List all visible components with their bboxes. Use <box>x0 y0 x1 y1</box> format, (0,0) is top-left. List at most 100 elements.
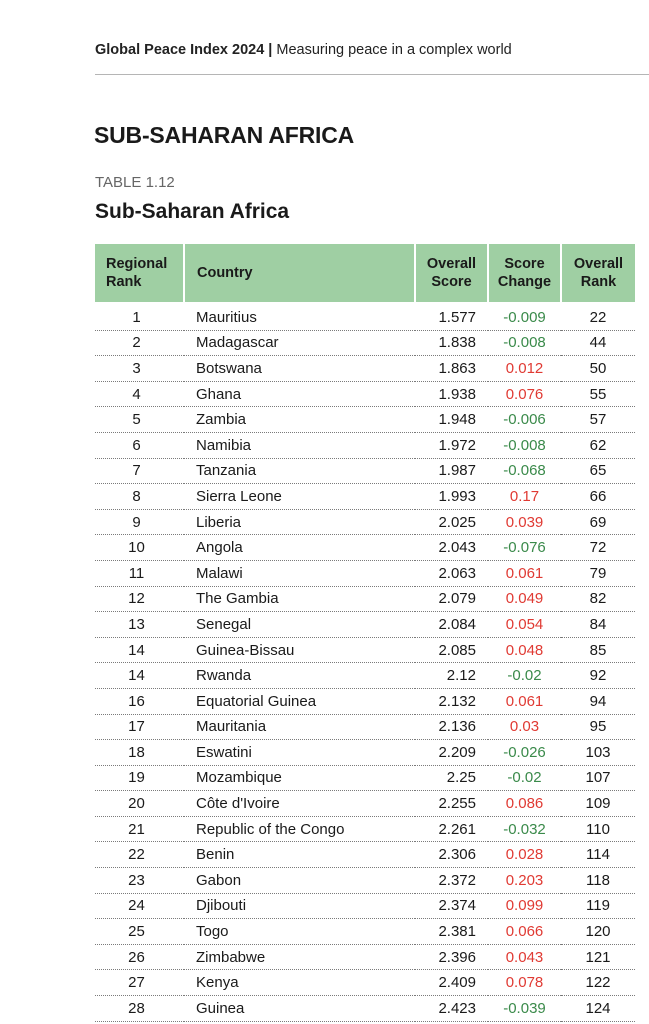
publication-subtitle: Measuring peace in a complex world <box>276 42 512 58</box>
regional-rank-cell: 25 <box>95 918 184 945</box>
table-row: 19 Mozambique 2.25 -0.02 107 <box>95 765 635 792</box>
overall-rank-cell: 65 <box>561 458 635 485</box>
overall-rank-cell: 92 <box>561 662 635 689</box>
score-change-cell: 0.078 <box>488 969 561 997</box>
regional-rank-cell: 21 <box>95 816 184 843</box>
score-change-cell: 0.066 <box>488 918 561 945</box>
overall-score-cell: 1.863 <box>415 355 488 382</box>
overall-score-cell: 2.381 <box>415 918 488 945</box>
country-cell: Sierra Leone <box>184 483 415 510</box>
country-cell: Guinea-Bissau <box>184 637 415 664</box>
score-change-cell: -0.039 <box>488 995 561 1022</box>
overall-score-cell: 2.423 <box>415 995 488 1022</box>
country-cell: Ghana <box>184 381 415 408</box>
table-row: 18 Eswatini 2.209 -0.026 103 <box>95 739 635 766</box>
overall-score-cell: 2.255 <box>415 790 488 817</box>
overall-score-cell: 2.372 <box>415 867 488 894</box>
overall-rank-cell: 124 <box>561 995 635 1022</box>
table-row: 23 Gabon 2.372 0.203 118 <box>95 867 635 894</box>
column-header-country: Country <box>184 244 416 302</box>
score-change-cell: 0.054 <box>488 611 561 638</box>
score-change-cell: 0.03 <box>488 714 561 741</box>
score-change-cell: 0.076 <box>488 381 561 408</box>
regional-rank-cell: 7 <box>95 458 184 485</box>
overall-rank-cell: 84 <box>561 611 635 638</box>
table-title: Sub-Saharan Africa <box>95 200 290 223</box>
table-row: 27 Kenya 2.409 0.078 122 <box>95 969 635 997</box>
country-cell: Togo <box>184 918 415 945</box>
overall-rank-cell: 44 <box>561 330 635 357</box>
regional-rank-cell: 9 <box>95 509 184 536</box>
regional-rank-cell: 20 <box>95 790 184 817</box>
country-cell: Namibia <box>184 432 415 459</box>
regional-rank-cell: 6 <box>95 432 184 459</box>
score-change-cell: -0.032 <box>488 816 561 843</box>
regional-rank-cell: 19 <box>95 765 184 792</box>
regional-rank-cell: 5 <box>95 406 184 433</box>
score-change-cell: 0.086 <box>488 790 561 817</box>
overall-rank-cell: 103 <box>561 739 635 766</box>
overall-rank-cell: 55 <box>561 381 635 408</box>
country-cell: Zambia <box>184 406 415 433</box>
score-change-cell: 0.17 <box>488 483 561 510</box>
table-label: TABLE 1.12 <box>95 174 175 191</box>
table-row: 9 Liberia 2.025 0.039 69 <box>95 509 635 536</box>
country-cell: Senegal <box>184 611 415 638</box>
country-cell: Mozambique <box>184 765 415 792</box>
country-cell: Mauritius <box>184 302 415 331</box>
regional-rank-cell: 2 <box>95 330 184 357</box>
overall-score-cell: 1.948 <box>415 406 488 433</box>
overall-score-cell: 1.577 <box>415 302 488 331</box>
table-row: 2 Madagascar 1.838 -0.008 44 <box>95 330 635 357</box>
overall-rank-cell: 114 <box>561 841 635 869</box>
table-row: 5 Zambia 1.948 -0.006 57 <box>95 406 635 433</box>
score-change-cell: -0.008 <box>488 432 561 459</box>
overall-score-cell: 1.938 <box>415 381 488 408</box>
overall-rank-cell: 94 <box>561 688 635 715</box>
score-change-cell: 0.061 <box>488 688 561 715</box>
overall-score-cell: 1.972 <box>415 432 488 459</box>
regional-rank-cell: 26 <box>95 944 184 971</box>
country-cell: Equatorial Guinea <box>184 688 415 715</box>
regional-rank-cell: 18 <box>95 739 184 766</box>
table-row: 11 Malawi 2.063 0.061 79 <box>95 560 635 587</box>
overall-rank-cell: 107 <box>561 765 635 792</box>
overall-score-cell: 1.987 <box>415 458 488 485</box>
overall-rank-cell: 121 <box>561 944 635 971</box>
score-change-cell: 0.028 <box>488 841 561 869</box>
score-change-cell: -0.009 <box>488 302 561 331</box>
table-row: 4 Ghana 1.938 0.076 55 <box>95 381 635 408</box>
country-cell: Madagascar <box>184 330 415 357</box>
score-change-cell: 0.061 <box>488 560 561 587</box>
table-row: 28 Guinea 2.423 -0.039 124 <box>95 995 635 1022</box>
score-change-cell: -0.026 <box>488 739 561 766</box>
column-header-overall-rank: Overall Rank <box>561 244 635 302</box>
regional-rank-cell: 23 <box>95 867 184 894</box>
overall-rank-cell: 118 <box>561 867 635 894</box>
overall-score-cell: 2.063 <box>415 560 488 587</box>
country-cell: Liberia <box>184 509 415 536</box>
regional-rank-cell: 28 <box>95 995 184 1022</box>
regional-rank-cell: 16 <box>95 688 184 715</box>
country-cell: Côte d'Ivoire <box>184 790 415 817</box>
overall-score-cell: 2.084 <box>415 611 488 638</box>
regional-rank-cell: 8 <box>95 483 184 510</box>
table-row: 14 Guinea-Bissau 2.085 0.048 85 <box>95 637 635 664</box>
score-change-cell: -0.068 <box>488 458 561 485</box>
country-cell: Zimbabwe <box>184 944 415 971</box>
regional-rank-cell: 1 <box>95 302 184 331</box>
score-change-cell: -0.02 <box>488 765 561 792</box>
column-header-regional-rank: Regional Rank <box>95 244 185 302</box>
country-cell: Djibouti <box>184 893 415 920</box>
overall-score-cell: 2.085 <box>415 637 488 664</box>
table-row: 17 Mauritania 2.136 0.03 95 <box>95 714 635 741</box>
score-change-cell: 0.043 <box>488 944 561 971</box>
score-change-cell: 0.039 <box>488 509 561 536</box>
table-row: 21 Republic of the Congo 2.261 -0.032 110 <box>95 816 635 843</box>
country-cell: Rwanda <box>184 662 415 689</box>
overall-rank-cell: 110 <box>561 816 635 843</box>
overall-rank-cell: 66 <box>561 483 635 510</box>
table-row: 24 Djibouti 2.374 0.099 119 <box>95 893 635 920</box>
overall-rank-cell: 22 <box>561 302 635 331</box>
score-change-cell: 0.012 <box>488 355 561 382</box>
